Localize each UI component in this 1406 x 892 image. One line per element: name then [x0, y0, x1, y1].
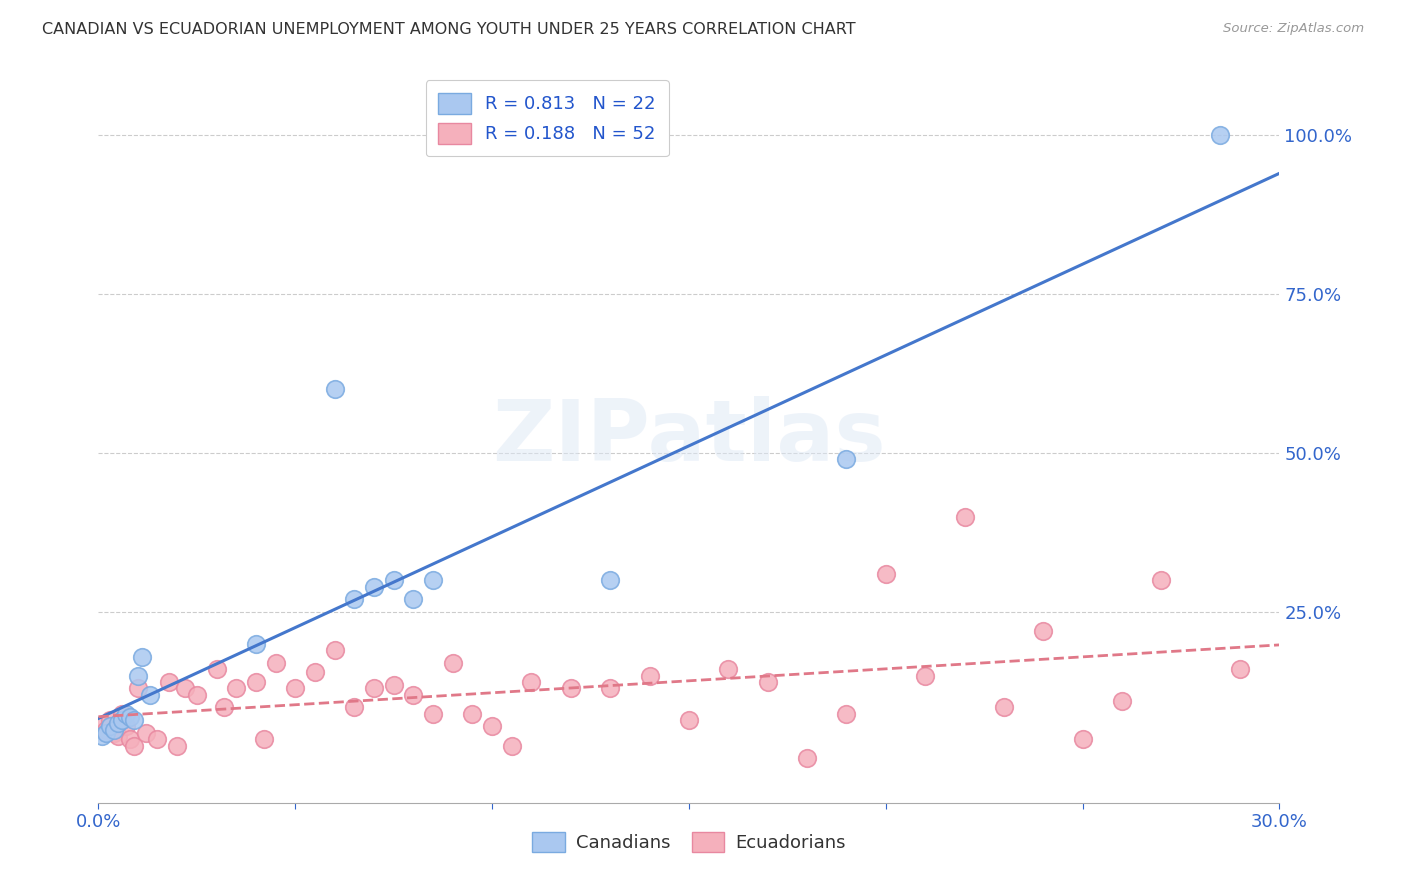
Point: [441, 656, 464, 670]
Point: [953, 509, 976, 524]
Point: [481, 719, 503, 733]
Point: [323, 643, 346, 657]
Point: [343, 592, 366, 607]
Point: [225, 681, 247, 696]
Point: [756, 675, 779, 690]
Point: [264, 656, 287, 670]
Point: [501, 739, 523, 753]
Point: [993, 700, 1015, 714]
Point: [107, 716, 129, 731]
Point: [835, 706, 858, 721]
Point: [107, 729, 129, 743]
Point: [343, 700, 366, 714]
Point: [174, 681, 197, 696]
Point: [138, 688, 160, 702]
Point: [1111, 694, 1133, 708]
Point: [678, 713, 700, 727]
Point: [245, 675, 267, 690]
Point: [382, 678, 405, 692]
Point: [135, 726, 157, 740]
Text: ZIPatlas: ZIPatlas: [492, 395, 886, 479]
Point: [115, 719, 138, 733]
Point: [157, 675, 180, 690]
Point: [122, 713, 145, 727]
Text: Source: ZipAtlas.com: Source: ZipAtlas.com: [1223, 22, 1364, 36]
Point: [717, 662, 740, 676]
Point: [835, 452, 858, 467]
Point: [1150, 573, 1173, 587]
Point: [127, 681, 149, 696]
Point: [599, 681, 621, 696]
Point: [214, 700, 236, 714]
Point: [98, 713, 121, 727]
Point: [205, 662, 228, 676]
Point: [166, 739, 188, 753]
Point: [520, 675, 543, 690]
Point: [91, 719, 114, 733]
Point: [245, 637, 267, 651]
Point: [103, 726, 125, 740]
Point: [96, 726, 118, 740]
Point: [363, 580, 385, 594]
Point: [127, 668, 149, 682]
Point: [402, 688, 425, 702]
Point: [1071, 732, 1094, 747]
Legend: Canadians, Ecuadorians: Canadians, Ecuadorians: [524, 824, 853, 860]
Point: [111, 706, 134, 721]
Point: [638, 668, 661, 682]
Point: [402, 592, 425, 607]
Point: [91, 729, 114, 743]
Point: [131, 649, 153, 664]
Point: [186, 688, 208, 702]
Point: [1209, 128, 1232, 142]
Point: [1032, 624, 1054, 638]
Point: [103, 723, 125, 737]
Point: [284, 681, 307, 696]
Point: [118, 732, 141, 747]
Point: [323, 383, 346, 397]
Point: [796, 751, 818, 765]
Point: [461, 706, 484, 721]
Point: [363, 681, 385, 696]
Point: [875, 566, 897, 581]
Point: [914, 668, 936, 682]
Point: [122, 739, 145, 753]
Point: [115, 706, 138, 721]
Point: [118, 710, 141, 724]
Point: [422, 573, 444, 587]
Point: [1229, 662, 1251, 676]
Point: [304, 665, 326, 680]
Point: [422, 706, 444, 721]
Point: [146, 732, 169, 747]
Point: [111, 713, 134, 727]
Point: [253, 732, 276, 747]
Point: [98, 719, 121, 733]
Point: [96, 723, 118, 737]
Text: CANADIAN VS ECUADORIAN UNEMPLOYMENT AMONG YOUTH UNDER 25 YEARS CORRELATION CHART: CANADIAN VS ECUADORIAN UNEMPLOYMENT AMON…: [42, 22, 856, 37]
Point: [382, 573, 405, 587]
Point: [599, 573, 621, 587]
Point: [560, 681, 582, 696]
